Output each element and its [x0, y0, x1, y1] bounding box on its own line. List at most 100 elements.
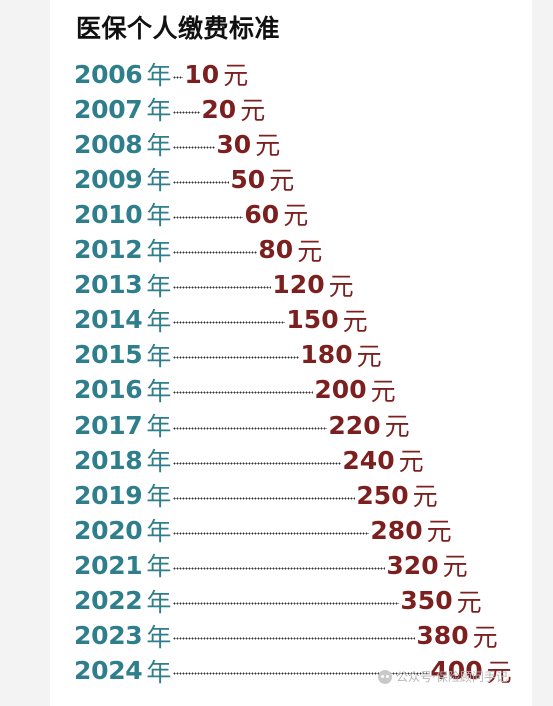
watermark-text: 公众号·保险顾问手记 — [396, 670, 508, 684]
fee-row: 2006 年 10 元 — [74, 58, 249, 91]
year-value: 2015 — [74, 340, 143, 370]
year-unit: 年 — [146, 236, 172, 266]
year-value: 2022 — [74, 586, 143, 615]
amount-unit: 元 — [297, 236, 323, 266]
amount-value: 200 — [314, 375, 367, 405]
amount-value: 180 — [300, 340, 353, 370]
year-unit: 年 — [146, 412, 172, 441]
year-unit: 年 — [146, 61, 172, 90]
year-value: 2024 — [74, 656, 143, 686]
dot-leader — [173, 496, 356, 500]
year-unit: 年 — [146, 376, 172, 406]
year-unit: 年 — [146, 341, 172, 371]
year-unit: 年 — [146, 657, 172, 687]
dot-leader — [173, 602, 400, 605]
amount-unit: 元 — [255, 131, 281, 161]
amount-unit: 元 — [283, 201, 309, 231]
amount-value: 10 — [184, 59, 220, 89]
year-value: 2023 — [74, 621, 143, 651]
amount-unit: 元 — [384, 412, 410, 441]
year-unit: 年 — [146, 166, 172, 196]
year-unit: 年 — [146, 552, 172, 582]
year-value: 2006 — [74, 59, 143, 89]
amount-value: 120 — [272, 270, 325, 300]
amount-unit: 元 — [269, 166, 295, 196]
year-value: 2018 — [74, 445, 143, 475]
dot-leader — [173, 391, 314, 395]
dot-leader — [173, 426, 328, 430]
amount-unit: 元 — [370, 376, 396, 406]
amount-unit: 元 — [442, 552, 468, 582]
year-unit: 年 — [146, 96, 172, 126]
year-unit: 年 — [146, 587, 172, 617]
dot-leader — [173, 531, 370, 535]
fee-row: 2019 年 250 元 — [74, 479, 438, 512]
dot-leader — [173, 321, 286, 325]
fee-row: 2016 年 200 元 — [74, 374, 396, 406]
fee-row: 2013 年 120 元 — [74, 269, 354, 301]
fee-row: 2017 年 220 元 — [74, 409, 410, 442]
amount-unit: 元 — [328, 271, 354, 301]
dot-leader — [173, 637, 416, 641]
amount-value: 220 — [328, 410, 381, 440]
dot-leader — [173, 461, 342, 465]
fee-row: 2022 年 350 元 — [74, 585, 482, 617]
dot-leader — [173, 75, 184, 79]
fee-row: 2010 年 60 元 — [74, 198, 309, 231]
year-unit: 年 — [146, 201, 172, 231]
amount-value: 350 — [400, 586, 453, 615]
fee-row: 2008 年 30 元 — [74, 128, 281, 161]
fee-row: 2021 年 320 元 — [74, 549, 468, 582]
year-value: 2019 — [74, 480, 143, 510]
wechat-icon — [378, 669, 392, 684]
year-unit: 年 — [146, 271, 172, 301]
dot-leader — [173, 286, 272, 290]
fee-row: 2015 年 180 元 — [74, 339, 382, 371]
amount-value: 280 — [370, 515, 423, 545]
amount-value: 250 — [356, 480, 409, 510]
amount-unit: 元 — [426, 517, 452, 547]
year-value: 2007 — [74, 94, 143, 124]
dot-leader — [173, 110, 201, 114]
amount-value: 80 — [258, 235, 294, 264]
amount-value: 240 — [342, 445, 395, 475]
watermark: 公众号·保险顾问手记 — [378, 668, 508, 685]
fee-row: 2023 年 380 元 — [74, 620, 498, 652]
year-value: 2017 — [74, 410, 143, 440]
year-value: 2021 — [74, 550, 143, 580]
fee-row: 2007 年 20 元 — [74, 93, 266, 126]
year-unit: 年 — [146, 306, 172, 336]
dot-leader — [173, 145, 216, 149]
fee-row: 2009 年 50 元 — [74, 163, 295, 196]
fee-row: 2014 年 150 元 — [74, 304, 368, 336]
amount-unit: 元 — [398, 447, 424, 477]
year-value: 2013 — [74, 270, 143, 300]
dot-leader — [173, 672, 430, 676]
amount-value: 50 — [230, 164, 266, 194]
dot-leader — [173, 215, 244, 219]
year-value: 2009 — [74, 164, 143, 194]
amount-unit: 元 — [223, 61, 249, 90]
year-value: 2010 — [74, 199, 143, 229]
fee-row: 2024 年 400 元 — [74, 655, 512, 687]
amount-unit: 元 — [342, 306, 368, 336]
fee-row: 2018 年 240 元 — [74, 444, 424, 477]
fee-row: 2020 年 280 元 — [74, 514, 452, 547]
amount-value: 60 — [244, 199, 280, 229]
year-unit: 年 — [146, 482, 172, 512]
amount-unit: 元 — [472, 622, 498, 652]
amount-value: 380 — [416, 621, 469, 651]
year-value: 2012 — [74, 235, 143, 264]
amount-value: 150 — [286, 305, 339, 335]
year-unit: 年 — [146, 447, 172, 477]
amount-value: 20 — [201, 94, 237, 124]
dot-leader — [173, 566, 386, 570]
amount-unit: 元 — [456, 587, 482, 617]
year-value: 2016 — [74, 375, 143, 405]
content-card — [50, 0, 532, 706]
dot-leader — [173, 356, 300, 360]
amount-unit: 元 — [356, 341, 382, 371]
year-unit: 年 — [146, 517, 172, 547]
amount-unit: 元 — [240, 96, 266, 126]
amount-unit: 元 — [412, 482, 438, 512]
